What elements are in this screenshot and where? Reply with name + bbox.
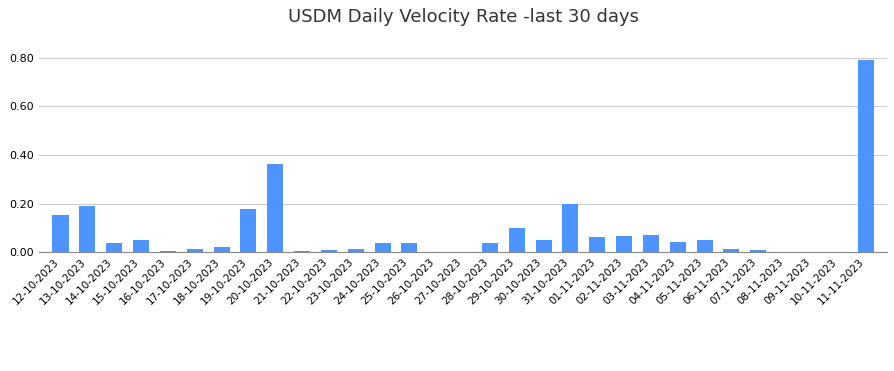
Bar <box>482 243 498 252</box>
Bar <box>160 251 176 252</box>
Bar <box>106 243 122 252</box>
Bar <box>80 206 96 252</box>
Bar <box>857 60 873 252</box>
Bar <box>589 237 605 252</box>
Bar <box>375 243 391 252</box>
Bar <box>562 204 578 252</box>
Bar <box>536 240 552 252</box>
Bar <box>133 240 149 252</box>
Bar <box>321 250 337 252</box>
Bar <box>509 228 525 252</box>
Bar <box>670 242 686 252</box>
Bar <box>616 236 632 252</box>
Bar <box>294 251 310 252</box>
Bar <box>750 250 766 252</box>
Bar <box>187 249 203 252</box>
Bar <box>723 249 739 252</box>
Bar <box>267 164 283 252</box>
Bar <box>696 240 713 252</box>
Bar <box>643 235 659 252</box>
Title: USDM Daily Velocity Rate -last 30 days: USDM Daily Velocity Rate -last 30 days <box>288 8 638 26</box>
Bar <box>53 215 69 252</box>
Bar <box>214 247 230 252</box>
Bar <box>348 249 364 252</box>
Bar <box>401 243 417 252</box>
Bar <box>240 209 257 252</box>
